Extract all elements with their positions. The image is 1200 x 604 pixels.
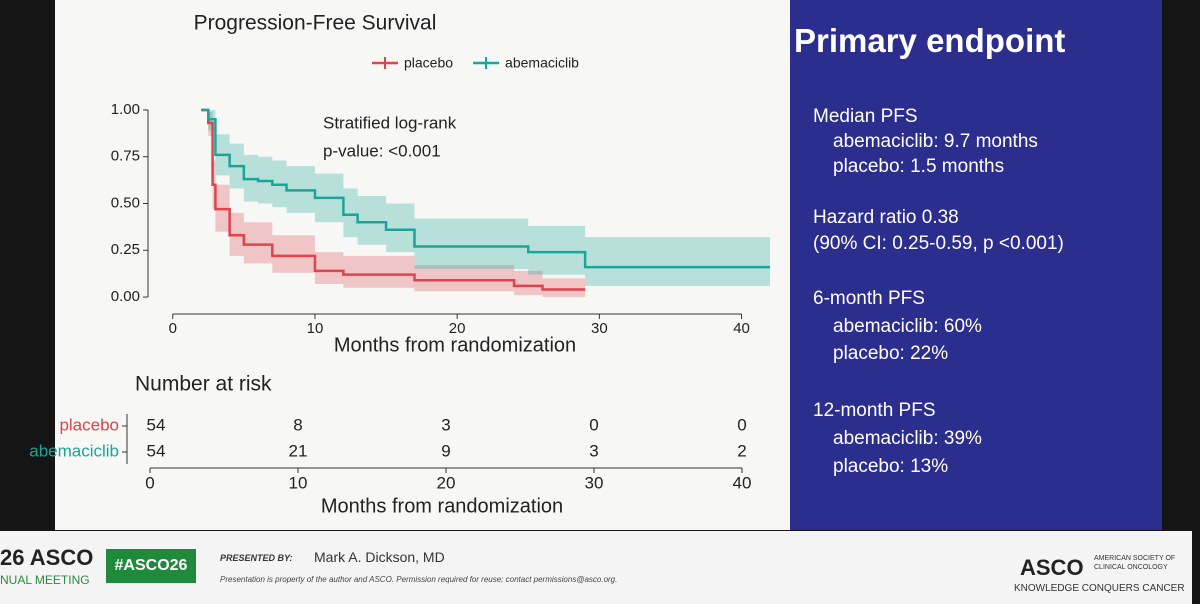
risk-row-label: placebo [59, 415, 119, 434]
presenter: Mark A. Dickson, MD [314, 549, 445, 565]
y-tick-label: 0.25 [111, 241, 140, 258]
panel-heading: 12-month PFS [813, 400, 936, 421]
risk-count: 21 [289, 441, 308, 460]
risk-count: 3 [441, 415, 450, 434]
disclaimer: Presentation is property of the author a… [220, 575, 618, 584]
slide-background [55, 0, 790, 530]
risk-x-tick-label: 30 [585, 473, 604, 492]
x-tick-label: 20 [449, 320, 466, 337]
panel-title: Primary endpoint [794, 22, 1066, 59]
tagline: KNOWLEDGE CONQUERS CANCER [1014, 583, 1185, 594]
footer: 26 ASCO NUAL MEETING #ASCO26 PRESENTED B… [0, 531, 1192, 604]
risk-count: 2 [737, 441, 746, 460]
risk-count: 0 [589, 415, 598, 434]
risk-count: 54 [147, 415, 166, 434]
x-axis-label: Months from randomization [334, 334, 576, 356]
risk-row-label: abemaciclib [29, 441, 119, 460]
risk-x-label: Months from randomization [321, 495, 563, 517]
org-logo: ASCO [1020, 555, 1084, 580]
hashtag: #ASCO26 [106, 549, 196, 583]
risk-count: 54 [147, 441, 166, 460]
risk-x-tick-label: 20 [437, 473, 456, 492]
risk-x-tick-label: 0 [145, 473, 154, 492]
panel-line: abemaciclib: 60% [833, 316, 982, 337]
x-tick-label: 30 [591, 320, 608, 337]
risk-count: 9 [441, 441, 450, 460]
risk-count: 8 [293, 415, 302, 434]
y-tick-label: 0.75 [111, 148, 140, 165]
y-tick-label: 1.00 [111, 101, 140, 118]
x-tick-label: 40 [733, 320, 750, 337]
chart: Progression-Free Survival Stratified log… [29, 0, 790, 530]
risk-title: Number at risk [135, 373, 272, 396]
risk-x-tick-label: 40 [733, 473, 752, 492]
x-tick-label: 10 [307, 320, 324, 337]
footer-meeting: NUAL MEETING [0, 573, 90, 587]
panel-line: placebo: 1.5 months [833, 156, 1005, 177]
endpoint-panel: Primary endpoint Median PFS abemaciclib:… [790, 0, 1162, 530]
x-tick-label: 0 [169, 320, 177, 337]
panel-line: placebo: 13% [833, 456, 949, 477]
org-name: CLINICAL ONCOLOGY [1094, 564, 1168, 571]
panel-line: abemaciclib: 9.7 months [833, 131, 1038, 152]
presented-by: PRESENTED BY: [220, 553, 293, 563]
confidence-band [201, 109, 771, 286]
y-tick-label: 0.50 [111, 194, 140, 211]
annotation: Stratified log-rank [323, 113, 457, 132]
panel-heading: Median PFS [813, 106, 918, 127]
survival-curve [201, 108, 586, 291]
annotation: p-value: <0.001 [323, 141, 441, 160]
confidence-band [201, 109, 586, 298]
survival-curve [201, 108, 770, 269]
panel-heading: Hazard ratio 0.38 [813, 207, 959, 228]
panel-heading: 6-month PFS [813, 288, 925, 309]
panel-line: placebo: 22% [833, 343, 949, 364]
risk-count: 0 [737, 415, 746, 434]
org-name: AMERICAN SOCIETY OF [1094, 555, 1176, 562]
footer-logo: 26 ASCO [0, 545, 94, 570]
risk-count: 3 [589, 441, 598, 460]
risk-x-tick-label: 10 [289, 473, 308, 492]
panel-line: abemaciclib: 39% [833, 428, 982, 449]
chart-title: Progression-Free Survival [194, 12, 437, 35]
y-tick-label: 0.00 [111, 288, 140, 305]
legend-label: abemaciclib [505, 55, 579, 71]
panel-line: (90% CI: 0.25-0.59, p <0.001) [813, 233, 1064, 254]
legend-label: placebo [404, 55, 453, 71]
